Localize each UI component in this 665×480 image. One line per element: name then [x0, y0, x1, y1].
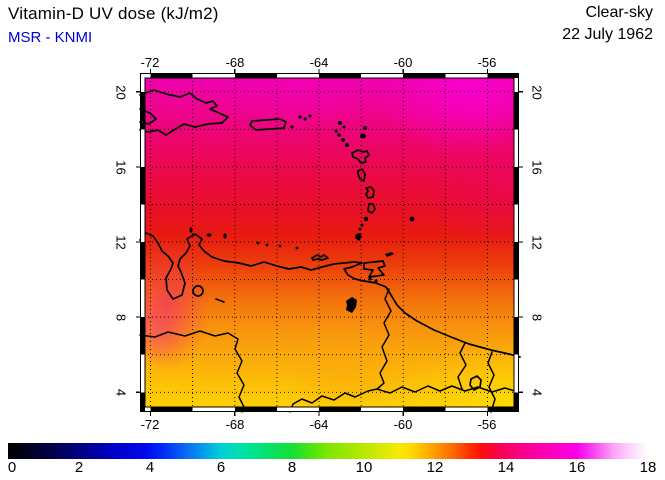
coastline-trinidad — [363, 260, 386, 278]
island-grenada — [355, 233, 362, 241]
axis-ticks — [136, 69, 523, 416]
coastline-gonave-gulf — [139, 108, 157, 125]
coastline-puerto-rico — [249, 118, 287, 131]
lon-tick-bottom-1: -72 — [140, 417, 160, 432]
border-venezuela-guyana-brazil — [376, 288, 519, 394]
colorbar-tick-6: 6 — [216, 459, 226, 476]
lat-tick-right-4: 8 — [529, 313, 545, 322]
lon-tick-top-2: -68 — [225, 55, 245, 70]
island-tobago — [385, 252, 394, 257]
lat-tick-right-2: 16 — [529, 160, 545, 175]
lat-tick-right-1: 20 — [529, 85, 545, 100]
lon-tick-top-5: -56 — [477, 55, 497, 70]
border-suriname-frenchguiana — [487, 351, 496, 413]
colorbar — [8, 443, 648, 459]
lon-tick-bottom-5: -56 — [477, 417, 497, 432]
small-islands — [189, 114, 415, 313]
small-lake-outline — [192, 285, 225, 303]
date-label: 22 July 1962 — [562, 26, 653, 43]
graticule-grid — [140, 73, 519, 412]
colorbar-tick-0: 0 — [7, 459, 17, 476]
coastline-hispaniola — [139, 89, 229, 136]
coastline-guadeloupe — [351, 149, 370, 164]
coastline-martinique — [365, 186, 375, 199]
guri-reservoir — [346, 297, 357, 313]
lat-tick-left-3: 12 — [113, 235, 129, 250]
colorbar-tick-4: 4 — [145, 459, 155, 476]
lon-tick-bottom-2: -68 — [225, 417, 245, 432]
country-borders — [139, 288, 519, 413]
coastline-st-lucia — [367, 203, 376, 214]
colorbar-tick-18: 18 — [639, 459, 657, 476]
map-overlay — [136, 69, 523, 416]
coastline-south-america — [139, 232, 521, 358]
coastlines — [139, 89, 521, 391]
lat-tick-left-4: 8 — [113, 313, 129, 322]
lat-tick-right-5: 4 — [529, 388, 545, 397]
colorbar-tick-2: 2 — [74, 459, 84, 476]
map-frame — [136, 69, 523, 416]
sky-condition-label: Clear-sky — [585, 4, 653, 21]
lat-tick-left-5: 4 — [113, 388, 129, 397]
lon-tick-top-4: -60 — [393, 55, 413, 70]
colorbar-tick-10: 10 — [355, 459, 373, 476]
data-source-label: MSR - KNMI — [8, 29, 93, 46]
colorbar-tick-14: 14 — [497, 459, 515, 476]
map-plot-area — [136, 69, 523, 416]
coastline-dominica — [357, 168, 366, 182]
colorbar-tick-8: 8 — [287, 459, 297, 476]
coastline-margarita — [311, 254, 329, 261]
border-guyana-suriname — [457, 342, 467, 390]
lon-tick-top-3: -64 — [309, 55, 329, 70]
lat-tick-left-2: 16 — [113, 160, 129, 175]
page-title: Vitamin-D UV dose (kJ/m2) — [8, 4, 219, 23]
uv-dose-color-field — [140, 73, 519, 412]
border-colombia-venezuela — [139, 330, 245, 413]
colorbar-tick-16: 16 — [568, 459, 586, 476]
lat-tick-right-3: 12 — [529, 235, 545, 250]
colorbar-tick-12: 12 — [426, 459, 444, 476]
lon-tick-bottom-4: -60 — [393, 417, 413, 432]
lon-tick-top-1: -72 — [140, 55, 160, 70]
lon-tick-bottom-3: -64 — [309, 417, 329, 432]
lat-tick-left-1: 20 — [113, 85, 129, 100]
border-venezuela-brazil — [289, 388, 378, 413]
